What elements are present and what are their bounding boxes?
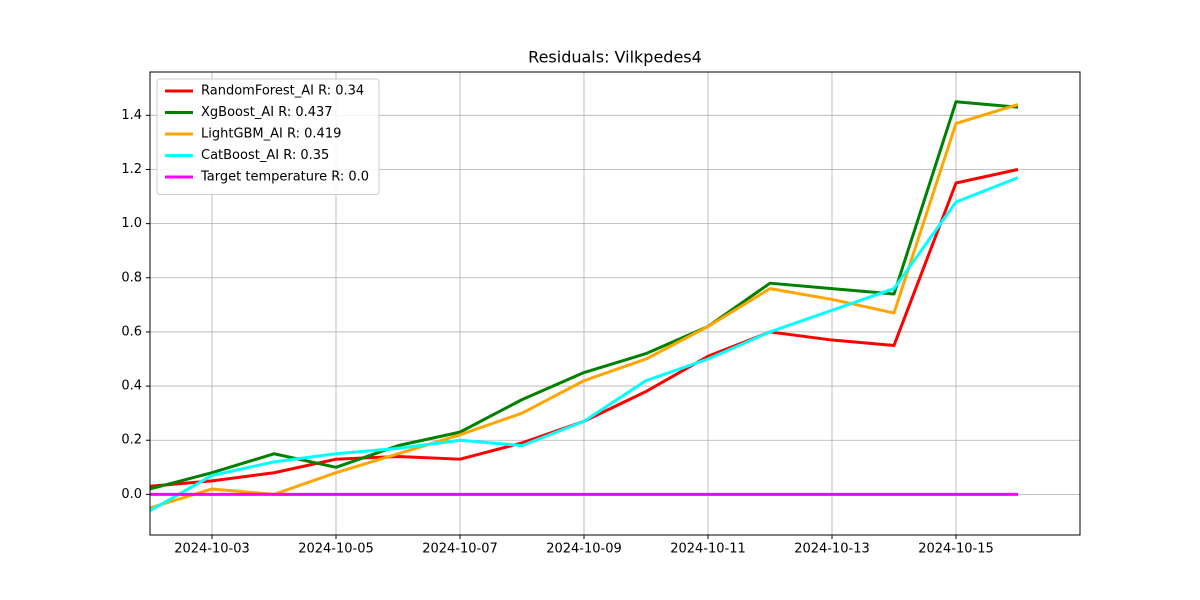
legend-label: CatBoost_AI R: 0.35 (201, 148, 329, 163)
legend: RandomForest_AI R: 0.34 XgBoost_AI R: 0.4… (156, 78, 380, 195)
y-tick-label: 0.0 (121, 487, 142, 502)
legend-label: RandomForest_AI R: 0.34 (201, 84, 364, 99)
x-tick-label: 2024-10-15 (918, 542, 994, 557)
y-tick-label: 0.4 (121, 379, 142, 394)
legend-box (156, 78, 380, 195)
x-tick-label: 2024-10-03 (174, 542, 250, 557)
x-tick-label: 2024-10-05 (298, 542, 374, 557)
y-tick-label: 1.2 (121, 162, 142, 177)
legend-label: Target temperature R: 0.0 (200, 170, 369, 185)
legend-label: XgBoost_AI R: 0.437 (201, 105, 333, 120)
series-line (150, 103, 1019, 510)
x-tick-label: 2024-10-11 (670, 542, 746, 557)
plot-frame (149, 71, 1081, 536)
y-tick-label: 1.4 (121, 108, 142, 123)
y-tick-label: 0.6 (121, 324, 142, 339)
legend-label: LightGBM_AI R: 0.419 (201, 127, 341, 142)
y-tick-label: 0.2 (121, 433, 142, 448)
y-tick-label: 1.0 (121, 216, 142, 231)
x-tick-label: 2024-10-09 (546, 542, 622, 557)
y-tick-label: 0.8 (121, 270, 142, 285)
x-tick-label: 2024-10-07 (422, 542, 498, 557)
x-tick-label: 2024-10-13 (794, 542, 870, 557)
chart-title: Residuals: Vilkpedes4 (528, 48, 702, 67)
series-line (150, 176, 1019, 512)
